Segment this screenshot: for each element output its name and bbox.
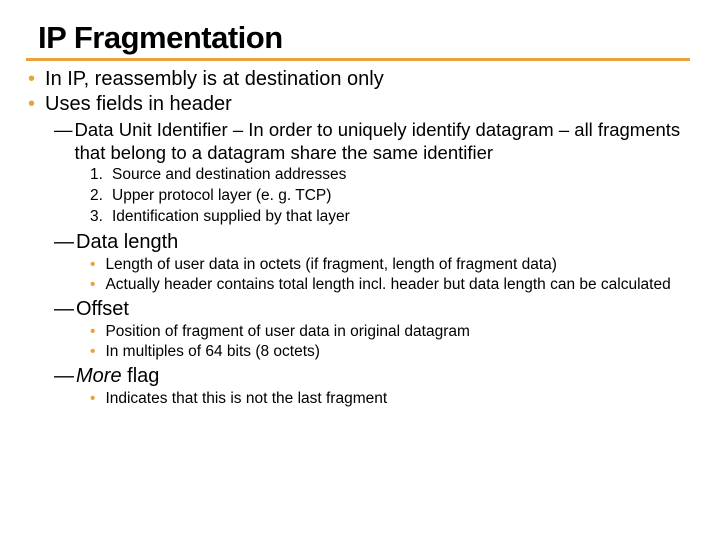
item-number: 2. xyxy=(90,186,112,206)
sub-bullet: • Indicates that this is not the last fr… xyxy=(90,389,690,408)
dash-item: — Offset xyxy=(54,297,690,321)
sub-bullet-text: Length of user data in octets (if fragme… xyxy=(105,255,690,274)
dash-icon: — xyxy=(54,119,73,164)
italic-label: More xyxy=(76,365,122,387)
item-text: Identification supplied by that layer xyxy=(112,207,350,227)
dash-text: More flag xyxy=(76,364,690,388)
item-text: Upper protocol layer (e. g. TCP) xyxy=(112,186,331,206)
numbered-item: 1. Source and destination addresses xyxy=(90,165,690,185)
numbered-item: 2. Upper protocol layer (e. g. TCP) xyxy=(90,186,690,206)
bullet-dot-icon: • xyxy=(28,67,35,92)
bullet-dot-icon: • xyxy=(90,389,95,408)
label-rest: flag xyxy=(122,365,160,387)
sub-bullet-text: In multiples of 64 bits (8 octets) xyxy=(105,342,690,361)
sub-bullet: • Actually header contains total length … xyxy=(90,275,690,294)
item-number: 1. xyxy=(90,165,112,185)
sub-bullet-text: Position of fragment of user data in ori… xyxy=(105,322,690,341)
slide-title: IP Fragmentation xyxy=(38,20,690,56)
item-number: 3. xyxy=(90,207,112,227)
sub-bullet: • In multiples of 64 bits (8 octets) xyxy=(90,342,690,361)
sub-bullet: • Length of user data in octets (if frag… xyxy=(90,255,690,274)
bullet-text: Uses fields in header xyxy=(45,92,232,117)
dash-icon: — xyxy=(54,364,74,388)
bullet-level1: • In IP, reassembly is at destination on… xyxy=(28,67,690,92)
sub-bullet-text: Indicates that this is not the last frag… xyxy=(105,389,690,408)
dash-text: Data Unit Identifier – In order to uniqu… xyxy=(75,119,691,164)
bullet-level1: • Uses fields in header xyxy=(28,92,690,117)
dash-text: Offset xyxy=(76,297,690,321)
sub-bullet: • Position of fragment of user data in o… xyxy=(90,322,690,341)
dash-item: — Data length xyxy=(54,230,690,254)
bullet-dot-icon: • xyxy=(90,275,95,294)
bullet-text: In IP, reassembly is at destination only xyxy=(45,67,384,92)
bullet-dot-icon: • xyxy=(28,92,35,117)
item-text: Source and destination addresses xyxy=(112,165,346,185)
dash-text: Data length xyxy=(76,230,690,254)
sub-bullet-text: Actually header contains total length in… xyxy=(105,275,690,294)
dash-item: — More flag xyxy=(54,364,690,388)
dash-item: — Data Unit Identifier – In order to uni… xyxy=(54,119,690,164)
dash-icon: — xyxy=(54,297,74,321)
bullet-dot-icon: • xyxy=(90,322,95,341)
bullet-dot-icon: • xyxy=(90,342,95,361)
numbered-item: 3. Identification supplied by that layer xyxy=(90,207,690,227)
bullet-dot-icon: • xyxy=(90,255,95,274)
title-underline xyxy=(26,58,690,61)
dash-icon: — xyxy=(54,230,74,254)
